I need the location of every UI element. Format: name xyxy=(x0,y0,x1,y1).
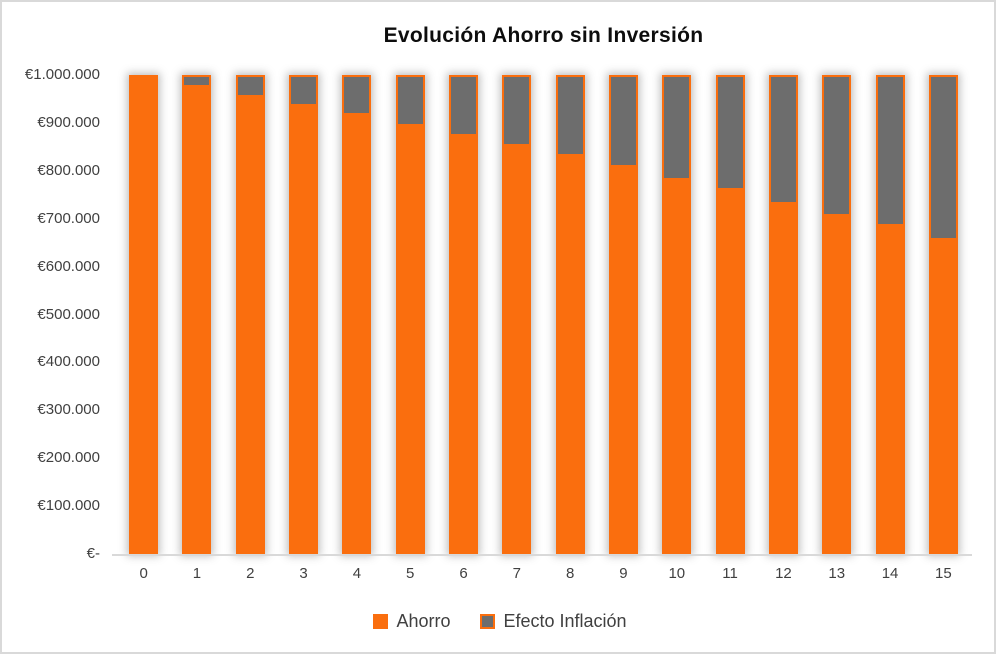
bar-year-4 xyxy=(342,75,372,554)
inflacion-segment xyxy=(235,75,265,97)
bar-year-0 xyxy=(129,75,159,554)
y-tick-label: €900.000 xyxy=(37,113,100,131)
y-tick-label: €200.000 xyxy=(37,449,100,467)
legend-item-inflacion: Efecto Inflación xyxy=(480,610,627,632)
x-tick-label: 15 xyxy=(935,565,952,582)
ahorro-segment xyxy=(822,215,852,554)
x-axis: 0 1 2 3 4 5 6 7 8 9 10 11 12 13 14 15 xyxy=(117,563,970,585)
x-tick-label: 8 xyxy=(565,565,575,582)
bar-year-13 xyxy=(822,75,852,554)
ahorro-segment xyxy=(715,190,745,554)
x-axis-line xyxy=(112,554,972,556)
inflacion-segment xyxy=(662,75,692,180)
inflacion-segment xyxy=(875,75,905,227)
x-tick-label: 3 xyxy=(299,565,308,582)
legend-item-ahorro: Ahorro xyxy=(373,611,450,632)
x-tick-label: 6 xyxy=(459,565,468,582)
y-tick-label: €500.000 xyxy=(37,305,100,323)
bar-year-5 xyxy=(395,75,425,554)
ahorro-segment xyxy=(555,155,585,554)
y-tick-label: €800.000 xyxy=(37,161,100,179)
ahorro-segment xyxy=(662,179,692,554)
x-tick-label: 11 xyxy=(722,565,738,582)
bar-year-15 xyxy=(928,75,958,554)
inflacion-segment xyxy=(555,75,585,156)
y-tick-label: €- xyxy=(86,545,100,562)
x-tick-label: 12 xyxy=(775,565,792,582)
y-tick-label: €300.000 xyxy=(37,401,100,419)
y-tick-label: €700.000 xyxy=(37,209,100,227)
x-tick-label: 9 xyxy=(619,565,628,582)
x-tick-label: 14 xyxy=(881,565,899,582)
x-tick-label: 4 xyxy=(352,565,362,582)
bar-year-12 xyxy=(768,75,798,554)
inflacion-swatch-icon xyxy=(480,613,496,629)
inflacion-segment xyxy=(822,75,852,216)
y-axis: €- €100.000 €200.000 €300.000 €400.000 €500.0… xyxy=(2,2,106,656)
x-tick-label: 2 xyxy=(246,565,255,582)
inflacion-segment xyxy=(395,75,425,126)
bar-year-6 xyxy=(449,75,479,554)
y-tick-label: €600.000 xyxy=(37,257,100,275)
ahorro-segment xyxy=(875,226,905,554)
legend-label-inflacion: Efecto Inflación xyxy=(503,610,627,631)
ahorro-segment xyxy=(289,105,319,554)
ahorro-segment xyxy=(129,75,159,554)
y-tick-label: €400.000 xyxy=(37,353,100,371)
inflacion-segment xyxy=(182,75,212,87)
ahorro-segment xyxy=(182,86,212,554)
bar-year-1 xyxy=(182,75,212,554)
ahorro-segment xyxy=(502,145,532,554)
inflacion-segment xyxy=(928,75,958,241)
bar-year-3 xyxy=(289,75,319,554)
x-tick-label: 0 xyxy=(139,565,148,582)
bar-year-2 xyxy=(235,75,265,554)
ahorro-segment xyxy=(449,135,479,554)
bar-year-14 xyxy=(875,75,905,554)
x-tick-label: 5 xyxy=(406,565,415,582)
ahorro-segment xyxy=(235,96,265,554)
x-tick-label: 7 xyxy=(512,565,522,582)
inflacion-segment xyxy=(449,75,479,136)
inflacion-segment xyxy=(502,75,532,146)
inflacion-segment xyxy=(608,75,638,168)
bar-year-9 xyxy=(608,75,638,554)
chart-title: Evolución Ahorro sin Inversión xyxy=(383,24,704,47)
ahorro-swatch-icon xyxy=(373,613,389,629)
ahorro-segment xyxy=(928,240,958,554)
bar-year-8 xyxy=(555,75,585,554)
inflacion-segment xyxy=(342,75,372,116)
x-tick-label: 13 xyxy=(828,565,846,582)
inflacion-segment xyxy=(715,75,745,191)
bar-year-7 xyxy=(502,75,532,554)
y-tick-label: €100.000 xyxy=(37,497,100,515)
ahorro-segment xyxy=(342,115,372,554)
bar-year-10 xyxy=(662,75,692,554)
ahorro-segment xyxy=(768,203,798,554)
legend-label-ahorro: Ahorro xyxy=(396,610,451,631)
ahorro-segment xyxy=(608,167,638,554)
y-tick-label: €1.000.000 xyxy=(24,66,100,83)
bar-year-11 xyxy=(715,75,745,554)
inflacion-segment xyxy=(768,75,798,204)
plot-area xyxy=(117,75,970,554)
inflacion-segment xyxy=(289,75,319,106)
legend: Ahorro Efecto Inflación xyxy=(2,606,996,636)
x-tick-label: 10 xyxy=(668,565,686,582)
x-tick-label: 1 xyxy=(192,565,202,582)
ahorro-segment xyxy=(395,125,425,554)
